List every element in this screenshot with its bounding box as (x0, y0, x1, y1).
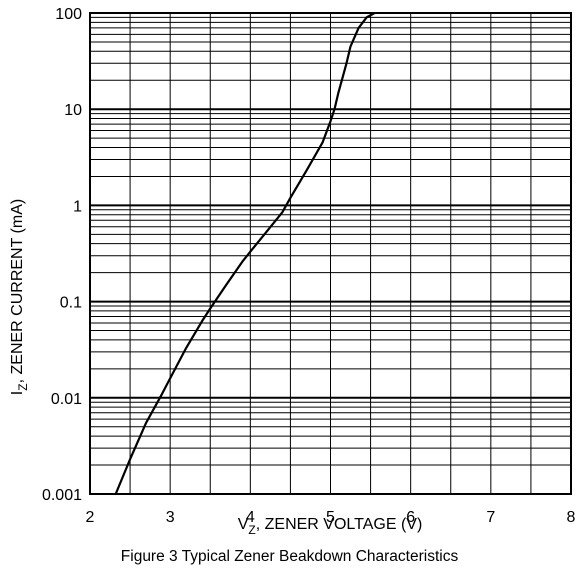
x-tick-label: 4 (246, 509, 255, 526)
x-tick-label: 6 (406, 509, 415, 526)
y-tick-labels: 0.001 0.01 0.1 1 10 100 (42, 6, 82, 504)
x-tick-labels: 2 3 4 5 6 7 8 (86, 509, 576, 526)
chart-grid (90, 13, 571, 494)
x-tick-label: 3 (166, 509, 175, 526)
x-tick-label: 5 (326, 509, 335, 526)
x-tick-label: 2 (86, 509, 95, 526)
y-tick-label: 100 (55, 6, 82, 23)
y-tick-label: 0.01 (51, 391, 82, 408)
x-axis-title: VZ, ZENER VOLTAGE (V) (238, 516, 423, 537)
y-axis-title: IZ, ZENER CURRENT (mA) (9, 199, 30, 395)
y-tick-label: 0.001 (42, 487, 82, 504)
zener-curve (114, 12, 376, 495)
x-tick-label: 8 (567, 509, 576, 526)
y-tick-label: 0.1 (60, 295, 82, 312)
y-tick-label: 10 (64, 102, 82, 119)
y-tick-label: 1 (73, 198, 82, 215)
x-tick-label: 7 (486, 509, 495, 526)
plot-frame (89, 12, 572, 495)
figure-caption: Figure 3 Typical Zener Beakdown Characte… (120, 548, 459, 565)
